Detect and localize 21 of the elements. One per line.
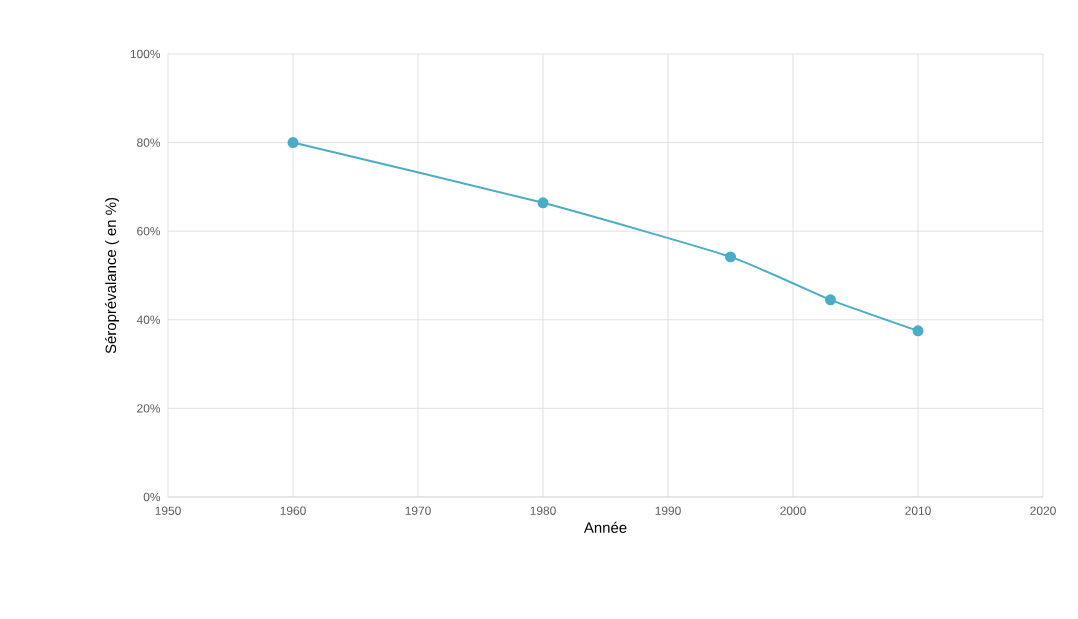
point [912,325,924,337]
point [725,251,737,263]
x-tick-label: 1950 [155,506,181,515]
y-tick-label: 100% [130,49,161,59]
x-axis-title: Année [583,521,627,533]
y-axis-title: Séroprévalance ( en %) [104,197,120,354]
y-tick-label: 80% [137,138,161,147]
point [825,294,837,306]
x-tick-label: 1970 [405,506,431,515]
x-tick-label: 1980 [530,506,556,515]
y-tick-label: 0% [143,492,161,502]
point [287,137,299,149]
x-tick-label: 1990 [655,506,681,515]
x-tick-label: 2010 [905,506,931,515]
x-tick-label: 2020 [1030,506,1056,515]
x-tick-label: 2000 [780,506,806,515]
x-tick-label: 1960 [280,506,306,515]
y-tick-label: 40% [136,315,161,325]
y-tick-label: 20% [137,404,161,413]
point [537,197,549,209]
y-tick-label: 60% [137,226,161,236]
